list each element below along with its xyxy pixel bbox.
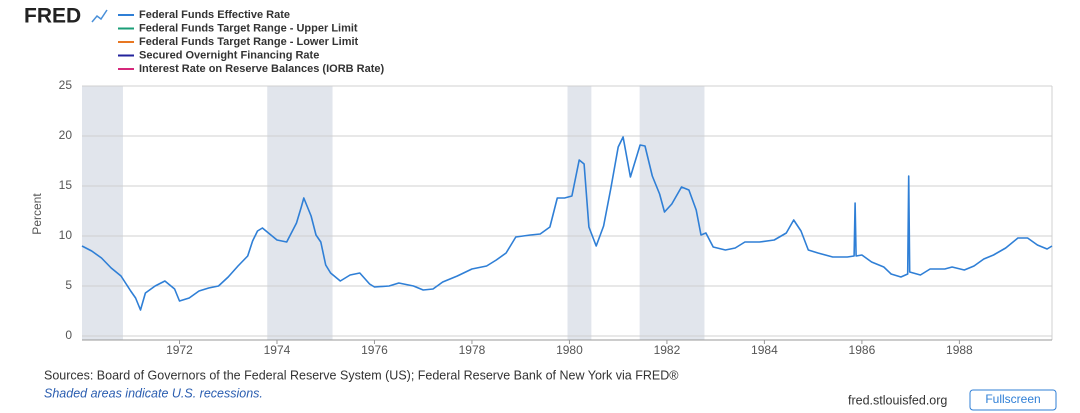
legend-label: Federal Funds Target Range - Lower Limit	[139, 36, 359, 48]
fullscreen-button[interactable]	[969, 389, 1057, 411]
sources: Sources: Board of Governors of the Feder…	[44, 368, 679, 382]
legend-label: Federal Funds Effective Rate	[139, 9, 290, 21]
recession-band	[639, 86, 705, 340]
series-line	[81, 136, 1053, 311]
x-tick-label: 1986	[849, 343, 876, 357]
y-tick-label: 25	[59, 78, 73, 92]
logo: FRED	[24, 5, 81, 28]
recession-note: Shaded areas indicate U.S. recessions.	[44, 386, 263, 400]
x-tick-label: 1984	[751, 343, 778, 357]
y-axis-label: Percent	[30, 193, 44, 235]
x-tick-label: 1980	[556, 343, 583, 357]
fullscreen-label[interactable]: Fullscreen	[985, 392, 1040, 406]
x-tick-label: 1972	[166, 343, 193, 357]
y-tick-label: 15	[59, 178, 73, 192]
x-tick-label: 1988	[946, 343, 973, 357]
legend-label: Secured Overnight Financing Rate	[139, 49, 319, 61]
y-tick-label: 20	[59, 128, 73, 142]
y-tick-label: 10	[59, 228, 73, 242]
site-url: fred.stlouisfed.org	[848, 393, 947, 407]
recession-band	[567, 86, 592, 340]
x-tick-label: 1976	[361, 343, 388, 357]
x-tick-label: 1982	[654, 343, 681, 357]
x-tick-label: 1978	[459, 343, 486, 357]
x-tick-label: 1974	[264, 343, 291, 357]
legend-label: Federal Funds Target Range - Upper Limit	[139, 22, 358, 34]
y-tick-label: 5	[65, 278, 72, 292]
recession-band	[82, 86, 123, 340]
logo-icon	[91, 9, 108, 23]
legend-label: Interest Rate on Reserve Balances (IORB …	[139, 63, 384, 75]
y-tick-label: 0	[65, 328, 72, 342]
